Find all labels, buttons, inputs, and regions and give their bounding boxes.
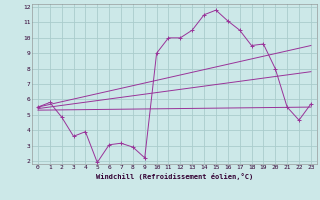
- X-axis label: Windchill (Refroidissement éolien,°C): Windchill (Refroidissement éolien,°C): [96, 173, 253, 180]
